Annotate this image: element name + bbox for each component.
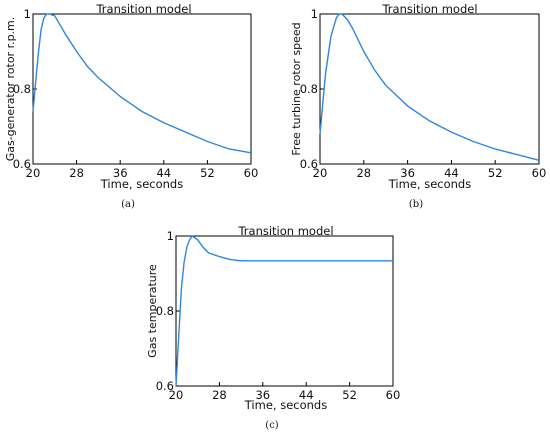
panel-b-x-tick-label: 44	[444, 166, 459, 180]
panel-c-y-tick-label: 0.6	[156, 379, 174, 393]
panel-a-y-tick-label: 1	[24, 7, 31, 21]
panel-a-title: Transition model	[95, 2, 191, 16]
panel-c-x-axis-label: Time, seconds	[244, 398, 327, 412]
panel-c-x-tick-label: 52	[342, 388, 357, 402]
panel-a-x-axis-label: Time, seconds	[100, 177, 183, 191]
panel-a-series-line	[32, 13, 252, 154]
panel-b-plot-area	[319, 13, 540, 165]
panel-c-series-line	[175, 235, 393, 387]
panel-c-title: Transition model	[237, 224, 333, 238]
panel-b: Transition model 0.6 0.8 1 20 28 36 44 52 60 Ti…	[290, 2, 546, 210]
panel-a-x-tick-label: 20	[26, 166, 41, 180]
panel-c-x-tick-label: 36	[255, 388, 270, 402]
panel-b-y-tick-label: 0.6	[300, 157, 318, 171]
panel-b-title: Transition model	[381, 2, 477, 16]
panel-a-caption: (a)	[121, 199, 135, 210]
panel-c-y-tick-label: 0.8	[156, 304, 174, 318]
panel-a-x-tick-label: 28	[69, 166, 84, 180]
panel-a-y-tick-label: 0.6	[13, 157, 31, 171]
panel-c-plot-area	[175, 235, 394, 387]
panel-a: Transition model 0.6 0.8 1 20 28 36 44 52 60 Ti…	[4, 2, 258, 210]
panel-b-x-axis-label: Time, seconds	[388, 177, 471, 191]
panel-b-caption: (b)	[409, 199, 423, 210]
panel-c: Transition model 0.6 0.8 1 20 28 36 44 52 60 Ti…	[146, 224, 400, 431]
panel-c-caption: (c)	[265, 420, 279, 431]
panel-b-y-tick-label: 1	[311, 7, 318, 21]
panel-c-x-tick-label: 60	[386, 388, 401, 402]
panel-a-plot-area	[32, 13, 252, 165]
panel-a-x-tick-label: 44	[156, 166, 171, 180]
panel-c-x-tick-label: 28	[212, 388, 227, 402]
panel-b-series-line	[319, 13, 540, 161]
panel-a-y-tick-label: 0.8	[13, 82, 31, 96]
panel-b-x-tick-label: 20	[313, 166, 328, 180]
panel-a-x-tick-label: 60	[244, 166, 259, 180]
panel-c-x-tick-label: 20	[169, 388, 184, 402]
panel-b-x-tick-label: 36	[400, 166, 415, 180]
panel-a-y-axis-label: Gas-generator rotor r.p.m.	[4, 17, 17, 162]
panel-b-x-tick-label: 60	[532, 166, 547, 180]
panel-b-y-tick-label: 0.8	[300, 82, 318, 96]
panel-c-y-tick-label: 1	[167, 229, 174, 243]
panel-c-x-tick-label: 44	[299, 388, 314, 402]
panel-c-y-axis-label: Gas temperature	[146, 264, 159, 358]
panel-b-x-tick-label: 28	[356, 166, 371, 180]
panel-b-x-tick-label: 52	[488, 166, 503, 180]
panel-a-x-tick-label: 52	[200, 166, 215, 180]
panel-a-x-tick-label: 36	[113, 166, 128, 180]
panel-b-y-axis-label: Free turbine rotor speed	[290, 22, 303, 155]
